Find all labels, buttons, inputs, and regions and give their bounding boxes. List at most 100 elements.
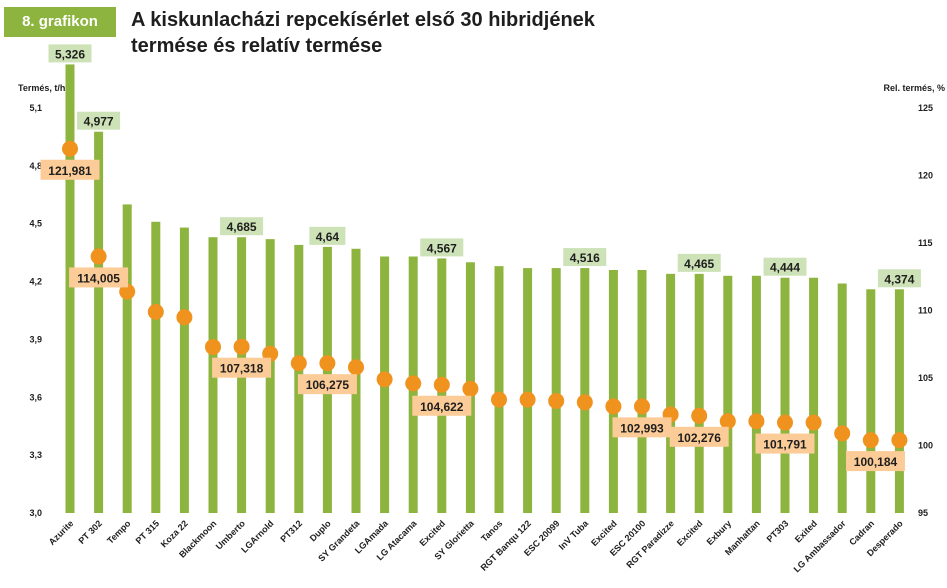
relative-yield-point <box>691 407 708 424</box>
relative-yield-point <box>491 391 507 408</box>
relative-yield-point <box>119 283 136 300</box>
point-value-label: 106,275 <box>306 378 350 392</box>
bar-value-label-bg <box>420 238 464 257</box>
y-right-tick-label: 100 <box>918 441 933 451</box>
bar <box>866 289 876 513</box>
bar <box>694 273 704 513</box>
relative-yield-point <box>376 371 393 388</box>
x-tick-label: Exited <box>793 518 819 544</box>
relative-yield-point <box>519 391 536 408</box>
x-tick-label: Azurite <box>47 518 76 547</box>
bar-value-label-bg <box>309 226 346 245</box>
point-value-label-bg <box>212 357 272 378</box>
relative-yield-point <box>348 359 364 376</box>
x-tick-label: RGT Banqu 122 <box>479 518 533 572</box>
point-value-label: 101,791 <box>763 438 807 452</box>
y-right-tick-label: 115 <box>918 238 933 248</box>
relative-yield-point <box>433 376 450 393</box>
bar-value-label: 4,465 <box>684 257 714 271</box>
relative-yield-point <box>176 309 193 326</box>
y-left-tick-label: 3,6 <box>29 392 42 402</box>
chart-title: A kiskunlacházi repcekísérlet első 30 hi… <box>131 7 911 59</box>
point-value-label-bg <box>669 426 729 447</box>
relative-yield-point <box>777 414 793 431</box>
relative-yield-point <box>862 432 879 449</box>
relative-yield-point <box>262 345 279 362</box>
chart-title-line1: A kiskunlacházi repcekísérlet első 30 hi… <box>131 9 595 31</box>
point-value-label: 102,993 <box>620 421 664 435</box>
y-left-tick-label: 3,0 <box>29 508 42 518</box>
bar <box>179 227 189 514</box>
point-value-label-bg <box>69 267 129 288</box>
point-value-label: 114,005 <box>77 271 120 285</box>
chart-number-badge: 8. grafikon <box>4 7 116 37</box>
y-left-tick-label: 4,5 <box>29 219 42 229</box>
point-value-label-bg <box>612 417 672 438</box>
point-value-label: 100,184 <box>854 455 898 469</box>
bar-value-label-bg <box>563 248 607 267</box>
point-value-label-bg <box>412 395 472 416</box>
relative-yield-point <box>634 398 650 415</box>
x-tick-label: InV Tuba <box>557 518 591 552</box>
bar-value-label-bg <box>77 111 121 130</box>
relative-yield-point <box>205 338 221 355</box>
y-left-tick-label: 3,3 <box>29 450 42 460</box>
relative-yield-point <box>62 140 78 157</box>
y-right-tick-label: 95 <box>918 508 928 518</box>
y-left-tick-label: 5,1 <box>29 103 42 113</box>
y-left-tick-label: 4,2 <box>29 277 42 287</box>
relative-yield-point <box>233 338 250 355</box>
point-value-label: 104,622 <box>420 400 464 414</box>
bar-value-label: 5,326 <box>55 47 85 61</box>
y-right-tick-label: 110 <box>918 306 933 316</box>
y-left-tick-label: 3,9 <box>29 334 42 344</box>
x-tick-label: Tanos <box>479 518 504 543</box>
y-left-tick-label: 4,8 <box>29 161 42 171</box>
bar-value-label: 4,374 <box>884 272 914 286</box>
x-tick-label: PT 302 <box>76 518 104 546</box>
bar <box>809 277 819 513</box>
y-right-axis-label: Rel. termés, % <box>883 83 945 93</box>
bar-value-label: 4,444 <box>770 261 800 275</box>
relative-yield-point <box>405 375 422 392</box>
bar-value-label-bg <box>763 257 807 276</box>
bar-value-label-bg <box>677 253 721 272</box>
bar-value-label: 4,685 <box>227 220 257 234</box>
bar <box>65 64 75 514</box>
bar-value-label: 4,567 <box>427 241 457 255</box>
relative-yield-point <box>719 413 736 430</box>
relative-yield-point <box>891 432 908 449</box>
relative-yield-point <box>90 248 107 265</box>
point-value-label-bg <box>40 159 100 180</box>
x-tick-label: PT312 <box>278 518 304 544</box>
relative-yield-point <box>290 355 307 372</box>
relative-yield-point <box>805 414 822 431</box>
bar-value-label-bg <box>877 269 921 288</box>
x-tick-label: Excited <box>675 518 705 548</box>
x-tick-label: LG Ambassador <box>792 518 848 574</box>
x-tick-label: PT303 <box>765 518 791 544</box>
relative-yield-point <box>605 398 622 415</box>
bar-value-label: 4,516 <box>570 251 600 265</box>
bar <box>608 270 618 513</box>
bar <box>151 221 161 514</box>
relative-yield-point <box>834 425 851 442</box>
bar <box>122 204 132 513</box>
y-right-tick-label: 125 <box>918 103 933 113</box>
point-value-label-bg <box>846 451 905 472</box>
x-tick-label: Tempo <box>105 518 133 546</box>
y-right-tick-label: 105 <box>918 373 933 383</box>
bar <box>666 273 676 513</box>
point-value-label: 102,276 <box>678 431 722 445</box>
chart-title-line2: termése és relatív termése <box>131 35 383 57</box>
bar-value-label: 4,64 <box>316 230 340 244</box>
bar-value-label: 4,977 <box>84 115 114 129</box>
bar <box>837 283 847 513</box>
y-left-axis-label: Termés, t/ha <box>18 83 71 93</box>
bar <box>494 266 504 513</box>
bar-value-label-bg <box>48 44 92 63</box>
point-value-label: 121,981 <box>48 164 92 178</box>
bar <box>94 131 104 513</box>
bar <box>551 268 561 513</box>
